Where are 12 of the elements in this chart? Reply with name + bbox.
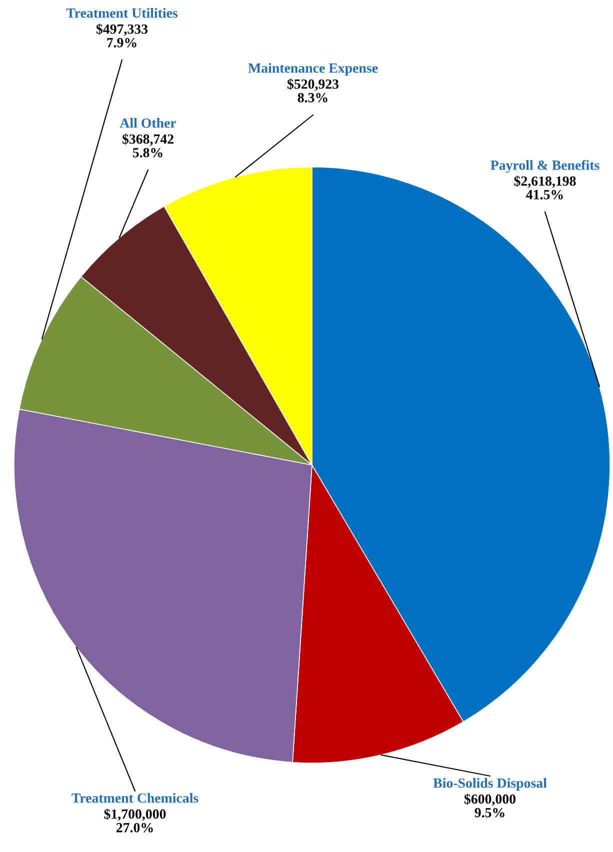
- data-label: $520,923 8.3%: [287, 78, 339, 102]
- slice-label: Bio-Solids Disposal: [433, 778, 547, 791]
- slice-label: Treatment Chemicals: [72, 793, 198, 803]
- data-label: $600,000 9.5%: [464, 794, 516, 818]
- data-label: $1,700,000 27.0%: [104, 808, 166, 832]
- data-label: $2,618,198 41.5%: [514, 176, 576, 200]
- slice-label: Payroll & Benefits: [490, 160, 600, 173]
- slice-label: Treatment Utilities: [66, 8, 178, 18]
- slice-label: Maintenance Expense: [248, 63, 378, 76]
- slice-label: All Other: [120, 118, 176, 128]
- data-label: $497,333 7.9%: [96, 24, 148, 48]
- data-label: $368,742 5.8%: [122, 134, 174, 158]
